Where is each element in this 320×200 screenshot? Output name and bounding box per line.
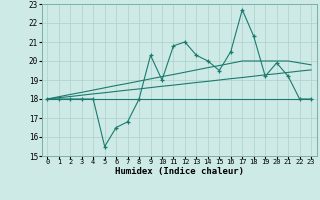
X-axis label: Humidex (Indice chaleur): Humidex (Indice chaleur) [115, 167, 244, 176]
